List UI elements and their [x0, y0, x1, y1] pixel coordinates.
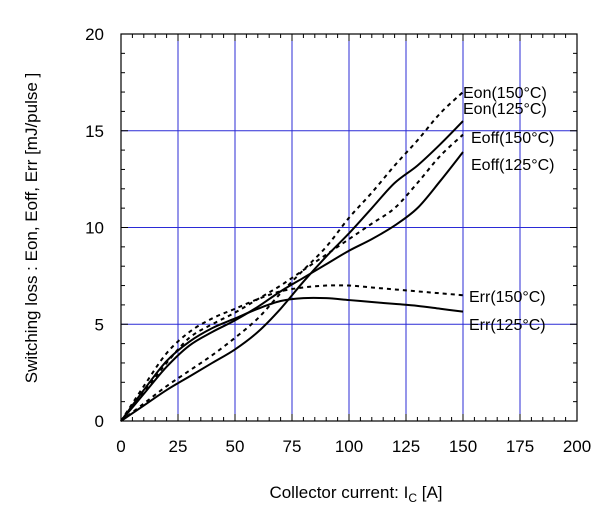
x-tick-label: 50: [226, 437, 245, 456]
grid: [121, 34, 577, 421]
y-tick-label: 20: [85, 25, 104, 44]
series-label-err-150-c: Err(150°C): [469, 289, 546, 306]
x-tick-label: 150: [449, 437, 477, 456]
x-tick-label: 175: [506, 437, 534, 456]
series-label-err-125-c: Err(125°C): [469, 317, 546, 334]
y-tick-label: 10: [85, 219, 104, 238]
x-axis-label-subscript: C: [408, 491, 417, 505]
series-label-eoff-125-c: Eoff(125°C): [471, 157, 554, 174]
x-axis-label: Collector current: IC [A]: [269, 483, 442, 505]
series-line-eon-125-c: [120, 120, 464, 422]
x-axis-label-unit: [A]: [417, 483, 443, 502]
x-tick-label: 125: [392, 437, 420, 456]
x-tick-label: 25: [169, 437, 188, 456]
series-label-eoff-150-c: Eoff(150°C): [471, 130, 554, 147]
x-tick-label: 0: [116, 437, 125, 456]
tick-marks: [120, 33, 578, 422]
series-label-eon-150-c: Eon(150°C): [463, 85, 547, 102]
x-tick-label: 200: [563, 437, 591, 456]
x-tick-label: 100: [335, 437, 363, 456]
y-tick-label: 0: [95, 412, 104, 431]
x-tick-labels: 0 25 50 75 100 125 150 175 200: [116, 437, 591, 456]
y-tick-labels: 0 5 10 15 20: [85, 25, 104, 431]
series-line-eoff-125-c: [120, 151, 464, 422]
series-line-eon-150-c: [120, 91, 464, 422]
y-tick-label: 5: [95, 315, 104, 334]
series-line-err-150-c: [120, 284, 464, 422]
series-labels: Eon(150°C)Eon(125°C) Eoff(150°C) Eoff(125°…: [463, 85, 554, 334]
series-label-eon-125-c: Eon(125°C): [463, 101, 547, 118]
series-layer: [120, 91, 464, 422]
y-axis-label: Switching loss : Eon, Eoff, Err [mJ/puls…: [22, 73, 41, 384]
x-tick-label: 75: [283, 437, 302, 456]
series-line-err-125-c: [120, 296, 464, 422]
y-tick-label: 15: [85, 122, 104, 141]
